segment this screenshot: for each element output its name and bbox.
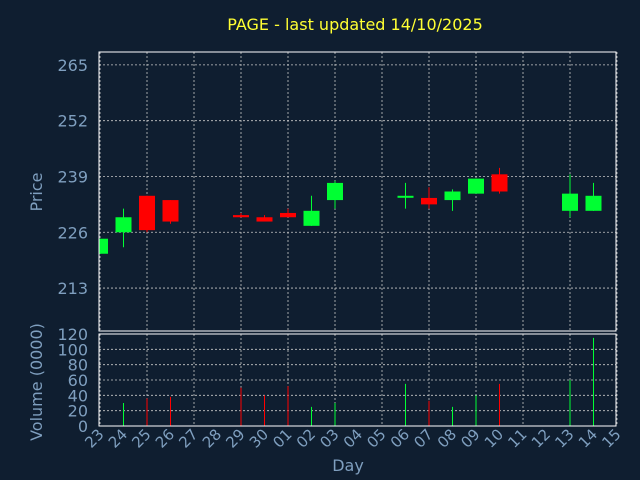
x-tick-label: 10 [481, 425, 507, 451]
x-tick-label: 12 [528, 425, 554, 451]
x-tick-label: 14 [575, 425, 601, 451]
price-tick-label: 226 [57, 223, 88, 242]
candle-body-up [303, 210, 320, 226]
volume-tick-label: 0 [78, 417, 88, 436]
x-tick-label: 02 [293, 425, 319, 451]
x-tick-label: 03 [316, 425, 342, 451]
x-axis-label: Day [332, 456, 364, 475]
price-panel-frame [98, 51, 617, 332]
x-tick-label: 11 [504, 425, 530, 451]
volume-tick-label: 100 [57, 340, 88, 359]
candle-body-down [421, 197, 437, 205]
grid-lines [99, 52, 618, 427]
price-tick-label: 213 [57, 279, 88, 298]
candle-body-up [444, 191, 461, 201]
candle-body-down [280, 212, 296, 218]
candle-body-up [327, 182, 343, 201]
candle-body-up [585, 195, 602, 211]
x-tick-label: 30 [246, 425, 272, 451]
x-tick-label: 04 [340, 425, 366, 451]
candle-body-up [562, 193, 578, 211]
x-tick-label: 25 [128, 425, 154, 451]
volume-panel-frame [98, 333, 617, 427]
candles [99, 167, 602, 254]
x-tick-label: 09 [457, 425, 483, 451]
price-tick-label: 239 [57, 167, 88, 186]
candle-body-up [115, 217, 132, 233]
x-tick-labels: 2324252627282930010203040506070809101112… [81, 425, 624, 451]
price-axis-label: Price [27, 172, 46, 211]
volume-tick-label: 120 [57, 325, 88, 344]
x-tick-label: 06 [387, 425, 413, 451]
price-tick-label: 252 [57, 112, 88, 131]
volume-tick-label: 80 [68, 356, 88, 375]
x-tick-label: 01 [269, 425, 295, 451]
x-tick-label: 26 [152, 425, 178, 451]
x-tick-label: 24 [105, 425, 131, 451]
price-tick-label: 265 [57, 56, 88, 75]
candle-body-down [256, 217, 273, 222]
volume-tick-label: 40 [68, 386, 88, 405]
x-tick-label: 28 [199, 425, 225, 451]
candle-body-up [468, 178, 484, 194]
x-tick-label: 27 [175, 425, 201, 451]
x-tick-label: 08 [434, 425, 460, 451]
x-tick-label: 15 [598, 425, 624, 451]
volume-axis-label: Volume (0000) [27, 323, 46, 441]
chart-title: PAGE - last updated 14/10/2025 [227, 15, 483, 34]
volume-tick-label: 20 [68, 402, 88, 421]
candle-body-down [233, 215, 249, 218]
volume-bars [123, 337, 594, 426]
x-tick-label: 05 [363, 425, 389, 451]
candle-body-down [162, 200, 179, 222]
candle-body-down [139, 195, 155, 231]
x-tick-label: 07 [410, 425, 436, 451]
x-tick-label: 29 [222, 425, 248, 451]
volume-tick-label: 60 [68, 371, 88, 390]
x-tick-label: 13 [551, 425, 577, 451]
candle-body-up [100, 238, 108, 254]
candle-body-up [397, 195, 414, 198]
candle-body-down [491, 174, 508, 192]
